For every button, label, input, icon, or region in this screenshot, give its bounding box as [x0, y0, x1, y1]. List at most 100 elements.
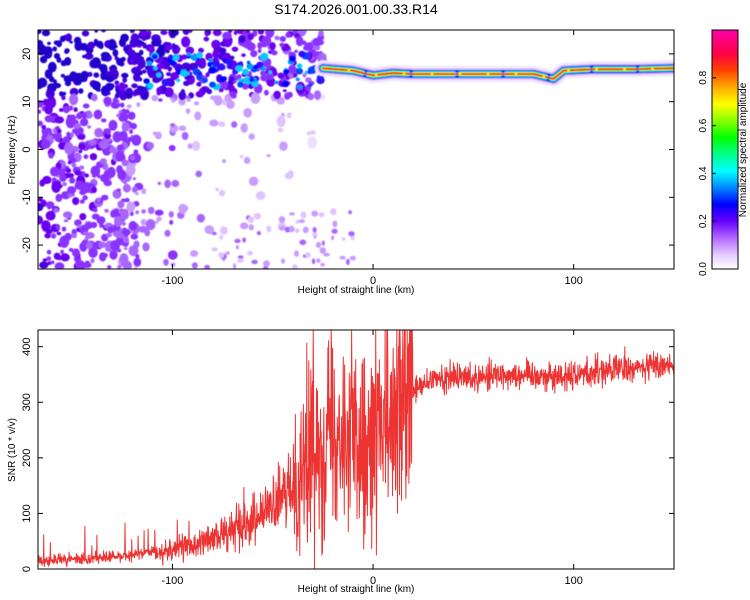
heat-blob: [289, 212, 295, 216]
heat-blob: [77, 224, 82, 229]
heat-blob: [56, 128, 62, 134]
heat-blob: [114, 80, 120, 85]
heat-blob: [313, 90, 322, 100]
heat-blob: [310, 130, 316, 135]
heat-blob: [171, 43, 176, 48]
heat-hotspot: [225, 58, 234, 66]
heat-blob: [79, 119, 86, 125]
heat-blob: [294, 49, 298, 53]
heat-blob: [46, 249, 52, 255]
heat-blob: [198, 47, 204, 54]
heat-blob: [211, 231, 217, 236]
heat-blob: [91, 213, 100, 220]
heat-blob: [188, 71, 193, 76]
heat-blob: [141, 209, 147, 214]
heat-blob: [231, 121, 238, 128]
heat-blob: [115, 150, 125, 162]
heat-blob: [318, 30, 324, 37]
heat-blob: [131, 134, 142, 146]
heat-blob: [307, 136, 318, 149]
heat-blob: [307, 92, 314, 101]
heat-hotspot: [298, 50, 306, 58]
heat-blob: [175, 47, 181, 52]
heat-blob: [255, 191, 266, 200]
colorbar-tick-label: 0.4: [698, 166, 709, 180]
heat-blob: [121, 122, 130, 132]
heat-blob: [76, 112, 83, 120]
heat-blob: [131, 66, 141, 75]
heat-blob: [104, 208, 109, 213]
track-core: [321, 67, 674, 80]
heat-blob: [83, 154, 89, 160]
heat-blob: [38, 100, 44, 108]
heat-blob: [121, 229, 131, 236]
heat-blob: [43, 127, 53, 134]
heat-hotspot: [316, 76, 325, 85]
heat-blob: [80, 70, 89, 80]
heat-blob: [38, 120, 43, 127]
heat-blob: [302, 73, 307, 78]
spectrogram-y-axis: -20 -10 0 10 20: [21, 48, 674, 253]
heat-blob: [117, 200, 125, 209]
heat-blob: [56, 231, 62, 236]
heat-blob: [79, 165, 85, 170]
heat-blob: [60, 249, 64, 255]
spectrogram-y-label: Frequency (Hz): [7, 116, 18, 185]
heat-blob: [106, 91, 111, 96]
heat-blob: [67, 160, 72, 165]
snr-y-label: SNR (10 * v/v): [7, 418, 18, 482]
heat-blob: [247, 33, 254, 41]
heat-blob: [156, 216, 162, 222]
heat-blob: [113, 102, 118, 108]
heat-blob: [105, 246, 111, 252]
heat-blob: [41, 139, 51, 149]
heat-blob: [39, 179, 45, 187]
heat-blob: [168, 145, 176, 152]
heat-blob: [231, 92, 237, 99]
heat-blob: [129, 129, 133, 135]
heat-blob: [165, 44, 173, 51]
snr-panel: -100 0 100 0 100 200 300 400 Height of straigh…: [7, 329, 675, 595]
heat-blob: [222, 31, 232, 40]
heat-blob: [129, 30, 135, 34]
heat-blob: [55, 193, 63, 202]
heat-blob: [71, 233, 77, 239]
heat-blob: [266, 154, 271, 158]
heat-blob: [256, 231, 262, 236]
heat-blob: [193, 101, 200, 106]
heat-hotspot: [297, 84, 303, 90]
heat-blob: [181, 36, 191, 48]
heat-blob: [245, 30, 250, 34]
heat-blob: [50, 260, 55, 265]
heat-blob: [187, 143, 193, 150]
heat-blob: [129, 38, 138, 48]
heat-blob: [115, 237, 124, 245]
heat-blob: [107, 265, 112, 269]
heat-hotspot: [260, 52, 269, 61]
heat-blob: [105, 232, 112, 238]
heat-blob: [53, 207, 59, 213]
heat-blob: [79, 213, 87, 221]
heat-blob: [123, 47, 128, 52]
heat-hotspot: [222, 58, 227, 62]
heat-blob: [122, 183, 131, 193]
heat-blob: [225, 251, 230, 256]
heat-blob: [321, 240, 325, 246]
heat-blob: [52, 46, 57, 52]
heat-hotspot: [288, 55, 296, 62]
heat-blob: [165, 87, 174, 98]
heat-blob: [167, 250, 178, 260]
heat-blob: [277, 72, 284, 79]
heat-hotspot: [168, 54, 174, 60]
heat-blob: [87, 71, 93, 77]
y-tick-label: -20: [21, 237, 33, 253]
heat-blob: [82, 54, 87, 59]
heat-blob: [38, 30, 42, 35]
heat-blob: [72, 198, 77, 203]
heat-blob: [78, 88, 84, 94]
heat-blob: [91, 186, 97, 194]
heat-blob: [99, 223, 104, 228]
heat-blob: [331, 228, 338, 234]
heat-blob: [279, 42, 285, 48]
heat-blob: [157, 181, 162, 186]
